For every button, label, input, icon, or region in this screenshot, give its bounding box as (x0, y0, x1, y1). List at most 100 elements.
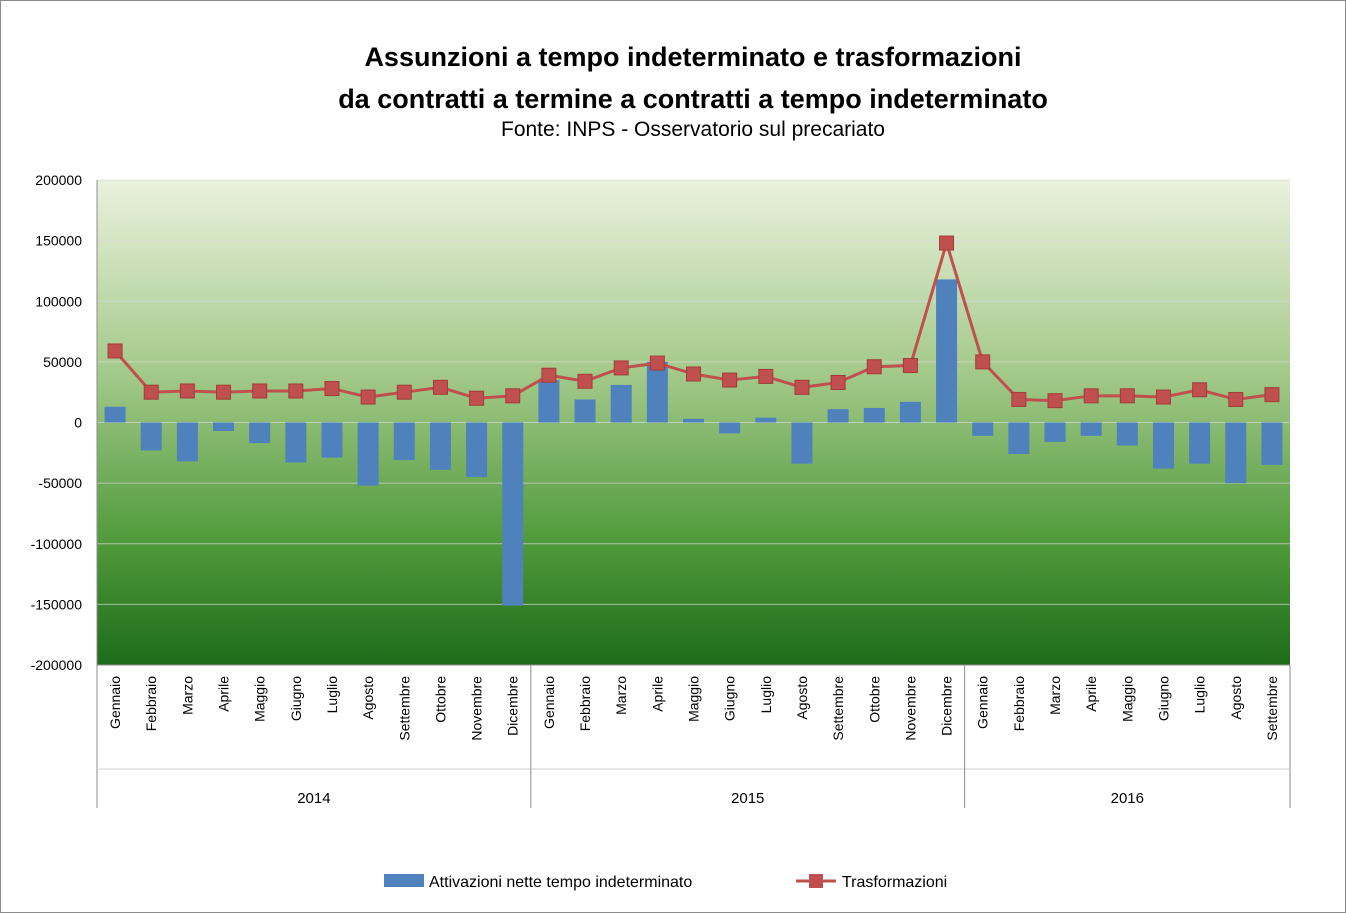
x-tick-label: Aprile (1083, 676, 1099, 712)
x-tick-label: Dicembre (505, 676, 521, 736)
line-marker (1155, 389, 1171, 405)
bar (176, 422, 198, 462)
y-tick-label: 150000 (35, 233, 82, 249)
bar (719, 422, 741, 434)
bar (249, 422, 271, 444)
bar (1080, 422, 1102, 436)
bar (1261, 422, 1283, 465)
bars-series (104, 279, 1283, 606)
bar (466, 422, 488, 478)
x-tick-label: Febbraio (143, 676, 159, 731)
line-marker (686, 366, 701, 382)
line-series (107, 235, 1280, 409)
bar (321, 422, 343, 458)
line-marker (830, 374, 846, 390)
x-tick-label: Settembre (396, 676, 412, 741)
x-tick-label: Maggio (1119, 676, 1135, 722)
bar (213, 422, 235, 431)
x-tick-label: Marzo (1047, 676, 1063, 715)
line-marker (216, 384, 232, 400)
x-tick-label: Aprile (649, 676, 665, 712)
chart-title-line-1: Assunzioni a tempo indeterminato e trasf… (364, 42, 1022, 72)
chart-title-line-2: da contratti a termine a contratti a tem… (338, 84, 1048, 114)
bar (683, 418, 704, 423)
line-marker (360, 389, 376, 405)
x-tick-label: Maggio (686, 676, 702, 722)
line-marker (143, 384, 159, 400)
x-tick-label: Luglio (324, 676, 340, 714)
x-tick-label: Agosto (794, 676, 810, 720)
line-marker (1228, 391, 1244, 407)
y-tick-label: 50000 (43, 354, 82, 370)
x-tick-label: Febbraio (577, 676, 593, 731)
bar (1152, 422, 1174, 469)
line-marker (1264, 387, 1280, 403)
x-tick-label: Novembre (469, 676, 485, 741)
line-marker (794, 379, 810, 395)
y-tick-label: -100000 (31, 536, 83, 552)
x-tick-label: Settembre (1264, 676, 1280, 741)
x-tick-label: Luglio (758, 676, 774, 714)
bar (791, 422, 813, 464)
x-tick-label: Luglio (1192, 676, 1208, 714)
bar (538, 380, 560, 423)
x-tick-label: Giugno (722, 676, 738, 721)
bar (357, 422, 379, 486)
line-marker (396, 384, 412, 400)
line-marker (866, 359, 882, 375)
bar (1044, 422, 1066, 442)
line-marker (1047, 393, 1063, 409)
line-marker (541, 367, 557, 383)
x-tick-label: Agosto (1228, 676, 1244, 720)
bar (285, 422, 307, 463)
y-tick-label: -200000 (31, 657, 83, 673)
bar (393, 422, 415, 461)
line-marker (577, 373, 593, 389)
line-marker (1192, 382, 1208, 398)
bar (429, 422, 451, 470)
y-tick-label: -150000 (31, 596, 83, 612)
x-tick-label: Aprile (216, 676, 232, 712)
bar (502, 422, 524, 606)
line-marker (722, 372, 738, 388)
line-marker (1011, 391, 1027, 407)
x-tick-label: Giugno (1155, 676, 1171, 721)
bar (646, 361, 668, 423)
bar (972, 422, 994, 436)
bar (899, 401, 921, 423)
year-label: 2016 (1111, 790, 1144, 807)
y-axis-tick-labels: 200000 150000 100000 50000 0 -50000 -100000 -15… (31, 172, 83, 673)
x-tick-label: Ottobre (866, 676, 882, 723)
y-tick-label: 0 (74, 415, 82, 431)
line-marker (252, 383, 268, 399)
line-marker (288, 383, 304, 399)
line-marker (758, 368, 774, 384)
y-tick-label: 200000 (35, 172, 82, 188)
line-marker (179, 383, 195, 399)
bar (863, 407, 885, 423)
legend-marker-icon (809, 874, 823, 888)
legend-bar-label: Attivazioni nette tempo indeterminato (429, 874, 692, 891)
bar (1189, 422, 1211, 464)
line-marker (505, 388, 521, 404)
x-tick-label: Dicembre (939, 676, 955, 736)
x-tick-label: Marzo (613, 676, 629, 715)
y-tick-label: 100000 (35, 293, 82, 309)
y-tick-label: -50000 (38, 475, 82, 491)
line-marker (939, 235, 955, 251)
line-marker (649, 355, 665, 371)
x-tick-label: Novembre (902, 676, 918, 741)
x-tick-label: Gennaio (541, 676, 557, 729)
line-marker (469, 390, 485, 406)
legend-line-label: Trasformazioni (842, 874, 947, 891)
x-tick-label: Agosto (360, 676, 376, 720)
x-tick-label: Giugno (288, 676, 304, 721)
x-tick-label: Gennaio (975, 676, 991, 729)
line-marker (1119, 388, 1135, 404)
line-marker (902, 358, 918, 374)
legend-bar-swatch (384, 874, 424, 887)
x-tick-label: Maggio (252, 676, 268, 722)
line-marker (324, 381, 340, 397)
legend: Attivazioni nette tempo indeterminato Tra… (384, 874, 947, 891)
